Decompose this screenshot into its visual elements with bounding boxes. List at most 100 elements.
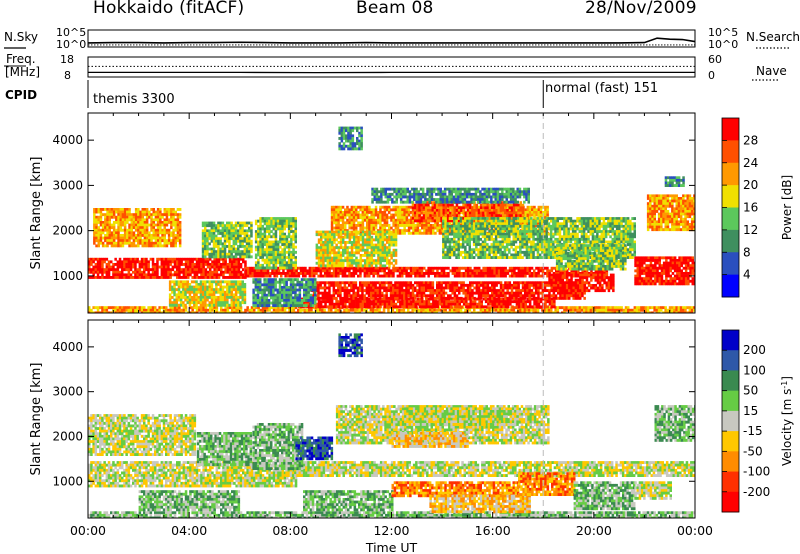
velocity-region-16 — [654, 405, 695, 442]
power-region-20 — [664, 176, 685, 187]
beam-label: Beam 08 — [356, 0, 434, 18]
velocity-colorbar-label: -100 — [743, 465, 770, 479]
velocity-ytick-label: 1000 — [52, 474, 83, 488]
power-data-group — [88, 126, 695, 313]
power-colorbar-segment — [722, 252, 739, 276]
power-region-0 — [88, 257, 247, 279]
velocity-colorbar-segment — [722, 370, 739, 392]
power-colorbar-label: 4 — [743, 268, 751, 282]
power-colorbar-segment — [722, 185, 739, 208]
velocity-colorbar-segment — [722, 410, 739, 432]
xtick-label: 00:00 — [70, 523, 106, 538]
nsearch-label: N.Search — [746, 30, 800, 44]
power-colorbar-segment — [722, 140, 739, 164]
velocity-colorbar-segment — [722, 491, 739, 513]
velocity-region-10 — [573, 481, 636, 511]
power-region-7 — [634, 256, 695, 286]
power-colorbar-segment — [722, 274, 739, 298]
station-title: Hokkaido (fitACF) — [93, 0, 245, 18]
velocity-region-18 — [295, 436, 334, 461]
freq-tick-top: 18 — [60, 53, 74, 66]
velocity-region-6 — [303, 490, 394, 512]
power-ytick-label: 2000 — [52, 224, 83, 238]
velocity-colorbar-label: Velocity [m s-1] — [780, 376, 795, 466]
power-region-5 — [310, 281, 586, 300]
xtick-label: 08:00 — [272, 523, 308, 538]
power-colorbar-label: 12 — [743, 223, 758, 237]
xaxis-label: Time UT — [365, 540, 418, 554]
freq-panel-frame — [87, 56, 696, 78]
power-region-6 — [548, 273, 615, 293]
power-region-13 — [315, 230, 398, 268]
velocity-region-4 — [404, 407, 519, 426]
power-ytick-label: 4000 — [52, 133, 83, 147]
power-region-1 — [244, 266, 609, 278]
power-region-12 — [646, 194, 695, 232]
velocity-colorbar-frame — [721, 329, 740, 513]
freq-label: Freq. — [6, 52, 36, 66]
velocity-region-9 — [518, 472, 576, 496]
velocity-colorbar-label: -50 — [743, 444, 763, 458]
freq-unit-label: [MHz] — [5, 65, 41, 79]
velocity-region-8 — [429, 494, 531, 514]
velocity-region-15 — [391, 432, 469, 448]
power-colorbar-segment — [722, 229, 739, 253]
nsearch-tick-bottom: 10^0 — [708, 38, 739, 51]
nsky-tick-bottom: 10^0 — [56, 38, 87, 51]
nsky-series-line — [87, 37, 696, 44]
velocity-ytick-label: 3000 — [52, 385, 83, 399]
xtick-label: 12:00 — [373, 523, 409, 538]
nave-label: Nave — [756, 64, 787, 78]
velocity-region-13 — [196, 432, 253, 467]
power-region-15 — [252, 278, 317, 308]
power-ylabel: Slant Range [km] — [29, 157, 44, 270]
cpid-segment-2: normal (fast) 151 — [545, 81, 659, 96]
velocity-colorbar-segment — [722, 471, 739, 493]
xtick-label: 20:00 — [576, 523, 612, 538]
nsky-tick-top: 10^5 — [56, 26, 87, 39]
nsky-label: N.Sky — [4, 30, 39, 44]
cpid-label: CPID — [5, 88, 38, 102]
velocity-data-group — [88, 333, 695, 518]
velocity-region-5 — [88, 511, 695, 518]
velocity-region-17 — [138, 490, 241, 512]
cpid-segment-1: themis 3300 — [93, 92, 175, 107]
power-region-11 — [201, 221, 253, 259]
freq-tick-bottom: 8 — [64, 69, 71, 82]
date-label: 28/Nov/2009 — [585, 0, 697, 18]
velocity-colorbar-segment — [722, 451, 739, 472]
power-colorbar-segment — [722, 118, 739, 141]
velocity-colorbar-segment — [722, 330, 739, 351]
velocity-colorbar-segment — [722, 350, 739, 371]
velocity-ytick-label: 4000 — [52, 340, 83, 354]
velocity-colorbar-segment — [722, 390, 739, 412]
power-region-10 — [254, 217, 297, 270]
power-colorbar-label: 8 — [743, 245, 751, 259]
xtick-label: 04:00 — [171, 523, 207, 538]
velocity-colorbar-label: -15 — [743, 424, 763, 438]
power-colorbar-label: 24 — [743, 156, 758, 170]
power-colorbar-label: 28 — [743, 133, 758, 147]
power-colorbar-label: 16 — [743, 201, 758, 215]
xtick-label: 16:00 — [475, 523, 511, 538]
nave-tick-bottom: 0 — [708, 69, 715, 82]
velocity-region-14 — [338, 333, 363, 358]
velocity-colorbar-segment — [722, 431, 739, 452]
velocity-colorbar-label: 200 — [743, 343, 766, 357]
power-colorbar-segment — [722, 162, 739, 186]
power-region-3 — [93, 208, 182, 248]
velocity-region-11 — [634, 481, 672, 500]
power-region-19 — [555, 244, 627, 271]
power-colorbar-label: 20 — [743, 178, 758, 192]
power-ytick-label: 1000 — [52, 269, 83, 283]
power-colorbar-label: Power [dB] — [780, 175, 794, 240]
velocity-colorbar-label: 15 — [743, 404, 758, 418]
velocity-colorbar-label: -200 — [743, 485, 770, 499]
velocity-region-2 — [285, 461, 695, 477]
power-region-14 — [168, 280, 247, 307]
velocity-region-1 — [88, 414, 197, 456]
velocity-region-7 — [391, 481, 520, 498]
nsearch-tick-top: 10^5 — [708, 26, 739, 39]
power-region-18 — [371, 187, 530, 204]
